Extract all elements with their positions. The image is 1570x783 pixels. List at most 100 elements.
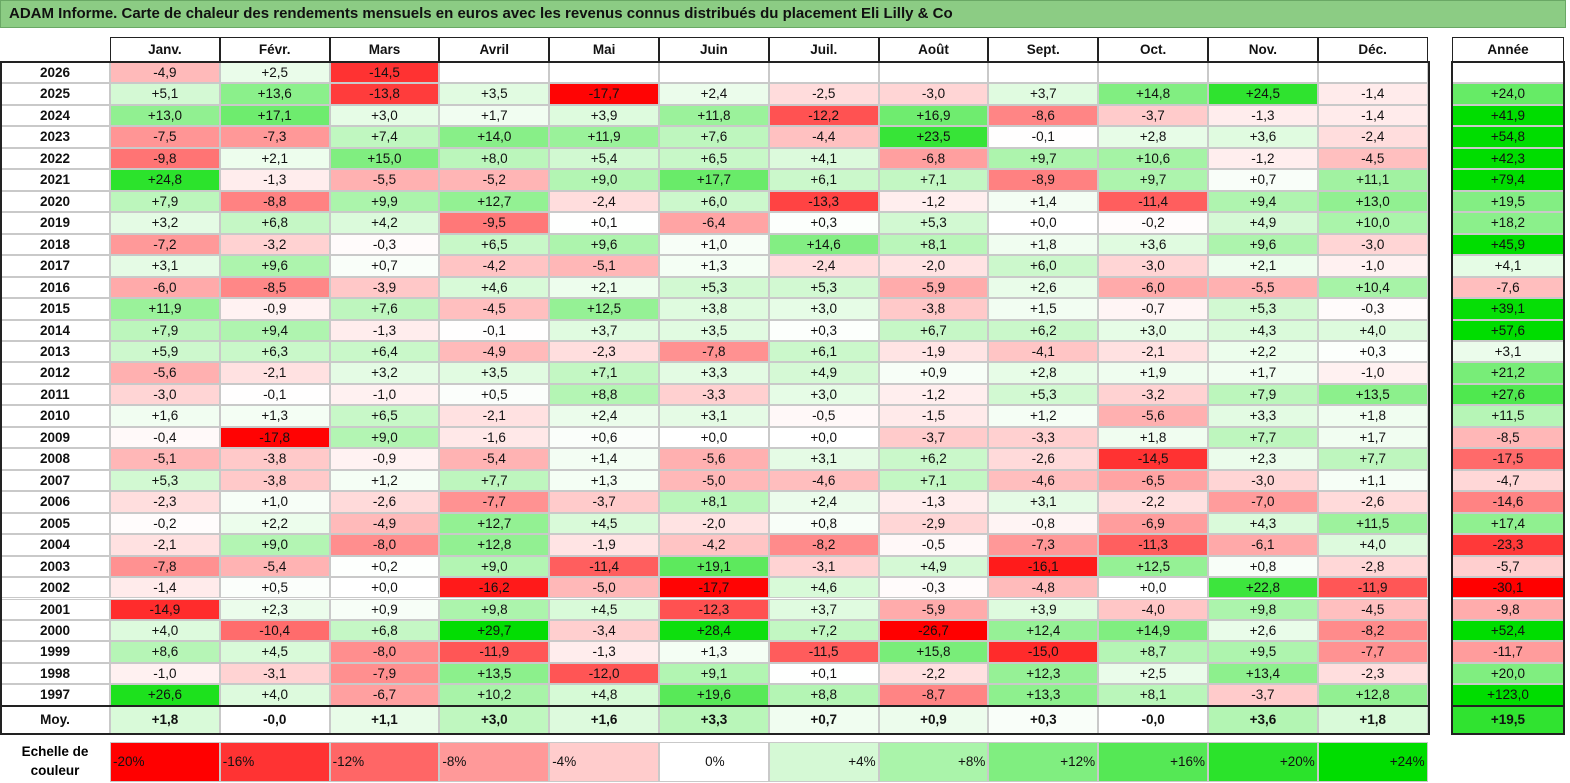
heatmap-cell: +1,1 (1317, 469, 1428, 492)
year-label: 2022 (0, 147, 110, 170)
heatmap-cell: -1,9 (878, 340, 989, 363)
heatmap-cell: -2,3 (1317, 662, 1428, 685)
year-label: 2004 (0, 534, 110, 556)
year-label: 2021 (0, 169, 110, 191)
heatmap-cell: -4,9 (329, 512, 440, 535)
heatmap-cell: -7,7 (1317, 641, 1428, 663)
heatmap-cell: -0,3 (1317, 298, 1428, 320)
heatmap-cell: +4,9 (878, 555, 989, 578)
heatmap-cell: +3,7 (988, 83, 1099, 105)
heatmap-cell: +19,1 (659, 555, 769, 578)
heatmap-cell: +6,2 (878, 448, 989, 470)
heatmap-cell: +1,2 (988, 405, 1099, 427)
heatmap-cell: +5,3 (1208, 298, 1318, 320)
heatmap-cell: -5,6 (1098, 405, 1208, 427)
heatmap-cell: +2,1 (1208, 255, 1318, 277)
average-cell: +3,0 (439, 705, 550, 734)
heatmap-cell: +8,6 (110, 641, 220, 663)
heatmap-cell: +1,3 (659, 255, 769, 277)
heatmap-cell: +6,1 (768, 340, 879, 363)
heatmap-cell: +2,4 (768, 491, 879, 513)
heatmap-cell: -1,9 (549, 534, 659, 556)
color-scale-step: +12% (988, 742, 1099, 782)
year-label: 2019 (0, 212, 110, 234)
heatmap-cell: -5,0 (659, 469, 769, 492)
heatmap-cell: +3,5 (439, 83, 550, 105)
heatmap-cell: +12,3 (988, 662, 1099, 685)
heatmap-cell: -0,3 (329, 233, 440, 256)
heatmap-cell: +19,6 (659, 684, 769, 706)
heatmap-cell: +9,0 (439, 555, 550, 578)
heatmap-cell: -2,0 (659, 512, 769, 535)
heatmap-cell: +9,6 (1208, 233, 1318, 256)
heatmap-cell: -0,2 (1098, 212, 1208, 234)
annual-cell: +79,4 (1452, 169, 1564, 191)
heatmap-cell: -2,1 (439, 405, 550, 427)
heatmap-cell: -12,3 (659, 598, 769, 620)
color-scale-step: +24% (1317, 742, 1428, 782)
color-scale-step: +8% (878, 742, 989, 782)
heatmap-cell: +9,7 (1098, 169, 1208, 191)
annual-cell: +123,0 (1452, 684, 1564, 706)
heatmap-cell: -5,0 (549, 577, 659, 599)
heatmap-cell: +17,1 (219, 104, 330, 127)
heatmap-cell: +7,1 (549, 362, 659, 384)
heatmap-cell: -4,8 (988, 577, 1099, 599)
heatmap-cell: -8,0 (329, 534, 440, 556)
color-scale-label-line2: couleur (30, 763, 80, 778)
heatmap-cell: +12,7 (439, 512, 550, 535)
average-cell: +0,7 (768, 705, 879, 734)
heatmap-cell: +14,8 (1098, 83, 1208, 105)
annual-cell: +4,1 (1452, 255, 1564, 277)
heatmap-cell: -6,0 (1098, 276, 1208, 299)
heatmap-cell: +8,1 (659, 491, 769, 513)
heatmap-cell: -9,8 (110, 147, 220, 170)
annual-cell: -17,5 (1452, 448, 1564, 470)
heatmap-cell: -5,4 (439, 448, 550, 470)
heatmap-cell: +13,5 (439, 662, 550, 685)
year-label: 2014 (0, 319, 110, 341)
heatmap-cell: +15,0 (329, 147, 440, 170)
heatmap-cell: -2,3 (549, 340, 659, 363)
heatmap-cell: +3,7 (549, 319, 659, 341)
heatmap-cell: +12,8 (439, 534, 550, 556)
heatmap-cell: +1,0 (219, 491, 330, 513)
heatmap-cell: +2,5 (219, 62, 330, 84)
year-label: 2007 (0, 469, 110, 492)
heatmap-cell: +4,2 (329, 212, 440, 234)
heatmap-cell: +11,9 (549, 126, 659, 148)
heatmap-cell: -5,4 (219, 555, 330, 578)
heatmap-cell: +3,2 (329, 362, 440, 384)
heatmap-cell: +8,1 (1098, 684, 1208, 706)
color-scale-step: +4% (768, 742, 879, 782)
heatmap-cell: -2,4 (1317, 126, 1428, 148)
heatmap-cell: +2,6 (988, 276, 1099, 299)
heatmap-cell: +4,3 (1208, 319, 1318, 341)
heatmap-cell: +1,8 (1098, 426, 1208, 449)
heatmap-cell: +1,3 (549, 469, 659, 492)
heatmap-cell: +0,3 (768, 212, 879, 234)
heatmap-cell: +0,8 (768, 512, 879, 535)
heatmap-cell: -1,0 (110, 662, 220, 685)
heatmap-cell: -2,2 (878, 662, 989, 685)
heatmap-cell: -7,3 (219, 126, 330, 148)
annual-cell: +39,1 (1452, 298, 1564, 320)
heatmap-cell: -2,5 (768, 83, 879, 105)
year-label: 2001 (0, 598, 110, 620)
year-label: 2018 (0, 233, 110, 256)
month-header: Déc. (1317, 37, 1428, 62)
year-label: 2015 (0, 298, 110, 320)
heatmap-cell: -1,3 (549, 641, 659, 663)
heatmap-cell: -14,5 (1098, 448, 1208, 470)
heatmap-cell: +4,9 (768, 362, 879, 384)
annual-cell: +52,4 (1452, 619, 1564, 642)
heatmap-cell: +1,8 (988, 233, 1099, 256)
heatmap-cell: -7,8 (659, 340, 769, 363)
annual-cell: +3,1 (1452, 340, 1564, 363)
heatmap-cell: -6,4 (659, 212, 769, 234)
year-label: 2016 (0, 276, 110, 299)
heatmap-cell (1317, 62, 1428, 84)
average-cell: +0,9 (878, 705, 989, 734)
heatmap-cell: -1,2 (878, 383, 989, 406)
heatmap-cell: +0,9 (878, 362, 989, 384)
